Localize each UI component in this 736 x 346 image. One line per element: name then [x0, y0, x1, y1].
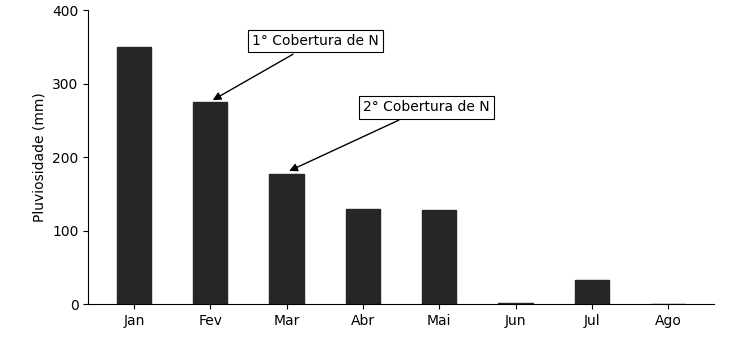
Bar: [575, 280, 609, 304]
Bar: [422, 210, 456, 304]
Bar: [193, 102, 227, 304]
Bar: [346, 209, 380, 304]
Bar: [117, 47, 151, 304]
Text: 2° Cobertura de N: 2° Cobertura de N: [291, 100, 489, 171]
Y-axis label: Pluviosidade (mm): Pluviosidade (mm): [32, 93, 46, 222]
Bar: [269, 174, 304, 304]
Bar: [498, 303, 533, 304]
Text: 1° Cobertura de N: 1° Cobertura de N: [214, 34, 379, 99]
